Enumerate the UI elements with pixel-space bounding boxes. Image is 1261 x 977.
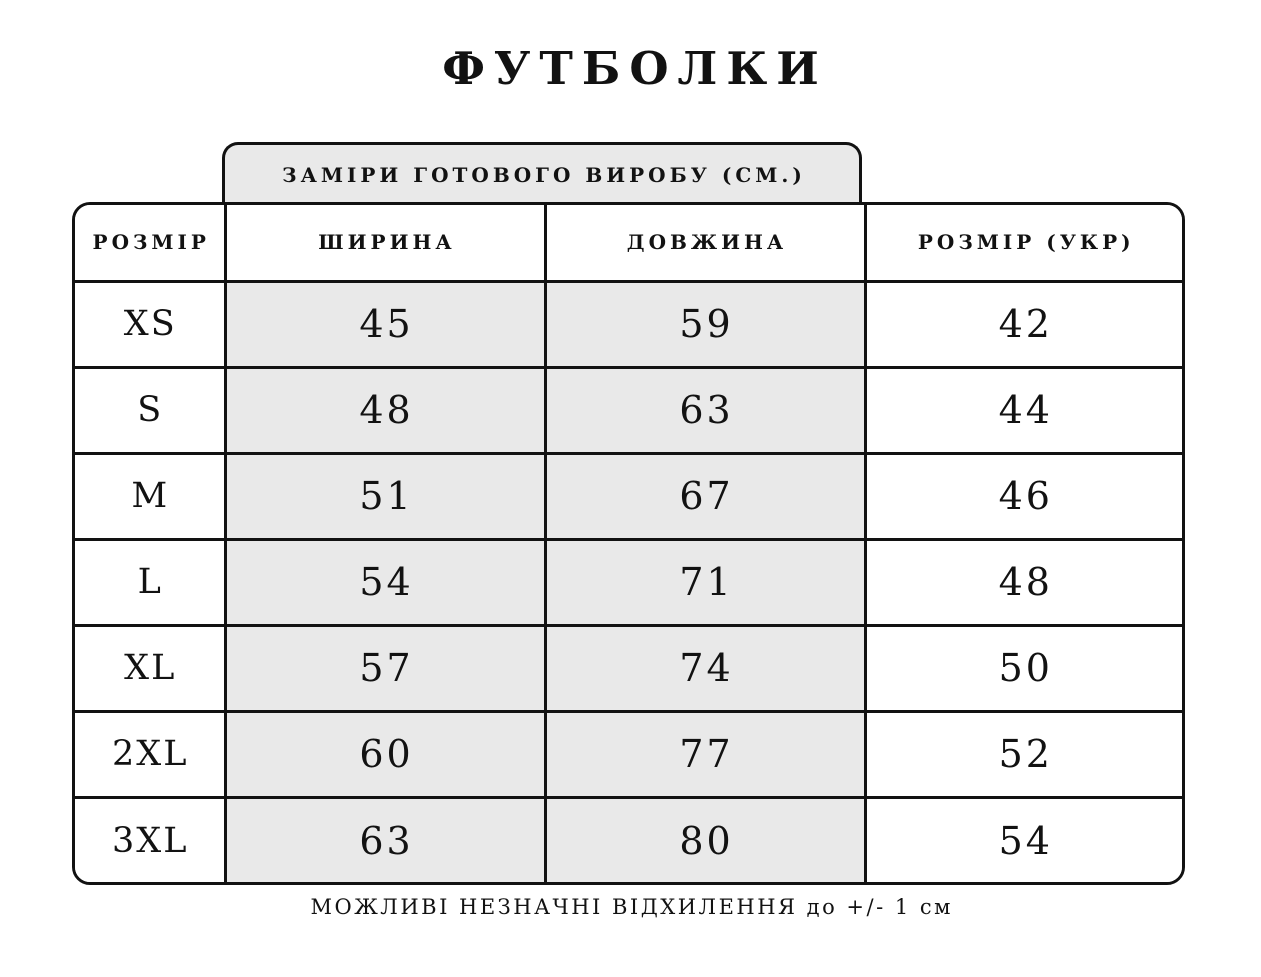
size-table-grid: РОЗМІР ШИРИНА ДОВЖИНА РОЗМІР (УКР) XS 45…: [75, 205, 1182, 882]
cell-length: 74: [545, 625, 867, 713]
cell-size-ukr: 50: [865, 625, 1182, 713]
column-header-size-ukr: РОЗМІР (УКР): [865, 205, 1182, 283]
cell-size-ukr: 44: [865, 367, 1182, 455]
cell-length: 71: [545, 539, 867, 627]
size-table: РОЗМІР ШИРИНА ДОВЖИНА РОЗМІР (УКР) XS 45…: [72, 202, 1185, 885]
cell-length: 67: [545, 453, 867, 541]
tolerance-note: МОЖЛИВІ НЕЗНАЧНІ ВІДХИЛЕННЯ до +/- 1 см: [310, 895, 953, 919]
cell-length: 59: [545, 281, 867, 369]
cell-size: XL: [75, 625, 227, 713]
cell-size: 2XL: [75, 711, 227, 799]
cell-length: 63: [545, 367, 867, 455]
cell-width: 48: [225, 367, 547, 455]
table-row: XL 57 74 50: [75, 625, 1182, 713]
cell-size-ukr: 52: [865, 711, 1182, 799]
table-row: L 54 71 48: [75, 539, 1182, 627]
cell-width: 45: [225, 281, 547, 369]
cell-size: XS: [75, 281, 227, 369]
cell-size: M: [75, 453, 227, 541]
table-row: 3XL 63 80 54: [75, 797, 1182, 882]
cell-size: S: [75, 367, 227, 455]
cell-width: 63: [225, 797, 547, 882]
page-title: ФУТБОЛКИ: [442, 42, 828, 95]
column-header-length: ДОВЖИНА: [545, 205, 867, 283]
cell-length: 77: [545, 711, 867, 799]
column-header-width: ШИРИНА: [225, 205, 547, 283]
table-row: 2XL 60 77 52: [75, 711, 1182, 799]
cell-size: 3XL: [75, 797, 227, 882]
table-header-row: РОЗМІР ШИРИНА ДОВЖИНА РОЗМІР (УКР): [75, 205, 1182, 283]
table-row: XS 45 59 42: [75, 281, 1182, 369]
cell-width: 60: [225, 711, 547, 799]
cell-size: L: [75, 539, 227, 627]
cell-size-ukr: 42: [865, 281, 1182, 369]
table-row: M 51 67 46: [75, 453, 1182, 541]
cell-size-ukr: 46: [865, 453, 1182, 541]
table-row: S 48 63 44: [75, 367, 1182, 455]
cell-width: 54: [225, 539, 547, 627]
measurements-banner: ЗАМІРИ ГОТОВОГО ВИРОБУ (СМ.): [222, 142, 862, 205]
column-header-size: РОЗМІР: [75, 205, 227, 283]
cell-width: 57: [225, 625, 547, 713]
cell-width: 51: [225, 453, 547, 541]
cell-length: 80: [545, 797, 867, 882]
cell-size-ukr: 54: [865, 797, 1182, 882]
measurements-banner-label: ЗАМІРИ ГОТОВОГО ВИРОБУ (СМ.): [282, 163, 806, 187]
cell-size-ukr: 48: [865, 539, 1182, 627]
